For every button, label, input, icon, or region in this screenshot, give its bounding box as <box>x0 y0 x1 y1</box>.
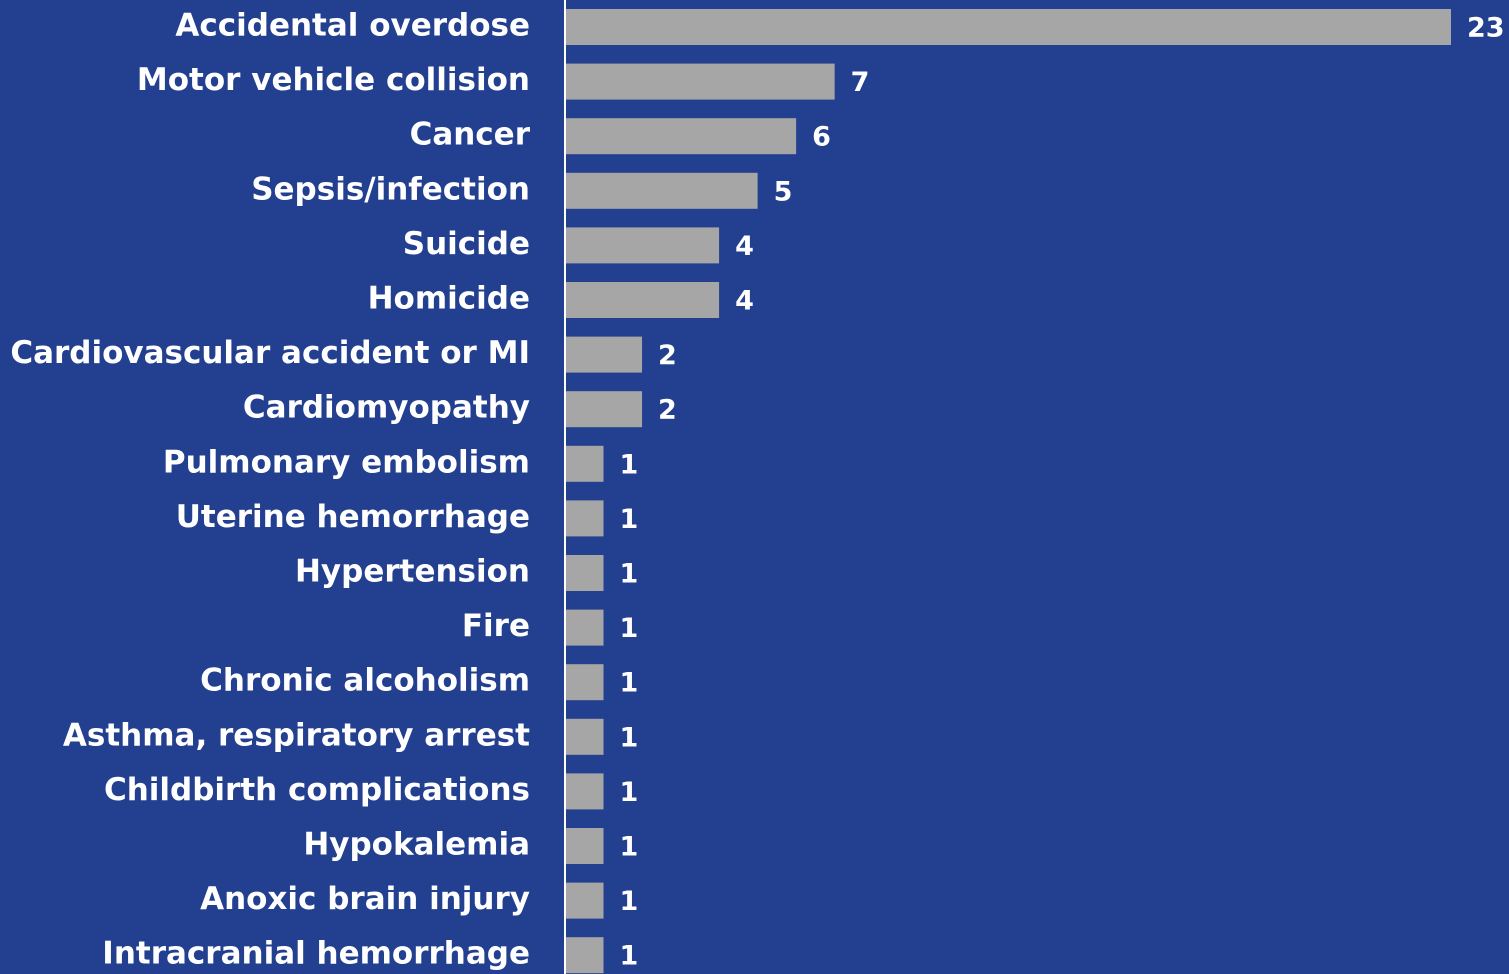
value-label: 1 <box>620 941 639 972</box>
category-label: Intracranial hemorrhage <box>102 936 530 972</box>
bar <box>565 63 835 100</box>
value-label: 1 <box>620 886 639 917</box>
value-label: 6 <box>812 122 831 153</box>
value-label: 1 <box>620 668 639 699</box>
bar <box>565 773 604 810</box>
category-label: Asthma, respiratory arrest <box>63 717 530 753</box>
value-label: 23 <box>1467 13 1505 44</box>
bar <box>565 664 604 701</box>
category-label: Hypertension <box>295 554 530 590</box>
category-label: Cardiovascular accident or MI <box>10 335 530 371</box>
value-label: 2 <box>658 340 677 371</box>
value-label: 1 <box>620 559 639 590</box>
category-label: Sepsis/infection <box>251 171 530 207</box>
bar <box>565 828 604 864</box>
value-label: 1 <box>620 722 639 753</box>
category-label: Pulmonary embolism <box>163 444 530 480</box>
bar <box>565 445 604 482</box>
value-label: 1 <box>620 832 639 863</box>
category-label: Cancer <box>410 117 531 153</box>
value-label: 1 <box>620 449 639 480</box>
bar <box>565 227 720 264</box>
bar <box>565 336 643 373</box>
value-label: 4 <box>735 286 754 317</box>
category-label: Anoxic brain injury <box>200 881 530 917</box>
category-label: Homicide <box>368 281 530 317</box>
bar <box>565 9 1451 45</box>
value-label: 2 <box>658 395 677 426</box>
value-label: 1 <box>620 613 639 644</box>
category-label: Motor vehicle collision <box>137 62 530 98</box>
value-label: 7 <box>851 67 870 98</box>
category-label: Hypokalemia <box>303 827 530 863</box>
value-label: 1 <box>620 504 639 535</box>
bar <box>565 882 604 919</box>
category-label: Fire <box>462 608 530 644</box>
category-label: Uterine hemorrhage <box>176 499 530 535</box>
bar <box>565 282 720 318</box>
bar <box>565 718 604 755</box>
category-label: Childbirth complications <box>104 772 530 808</box>
bar <box>565 609 604 646</box>
bar <box>565 118 797 155</box>
category-label: Suicide <box>403 226 530 262</box>
category-label: Accidental overdose <box>175 8 530 44</box>
bar <box>565 937 604 974</box>
bar <box>565 555 604 591</box>
value-label: 4 <box>735 231 754 262</box>
bar <box>565 391 643 428</box>
bar <box>565 500 604 537</box>
category-label: Cardiomyopathy <box>243 390 530 426</box>
value-label: 1 <box>620 777 639 808</box>
bar <box>565 172 758 209</box>
value-label: 5 <box>774 176 793 207</box>
category-label: Chronic alcoholism <box>200 663 530 699</box>
